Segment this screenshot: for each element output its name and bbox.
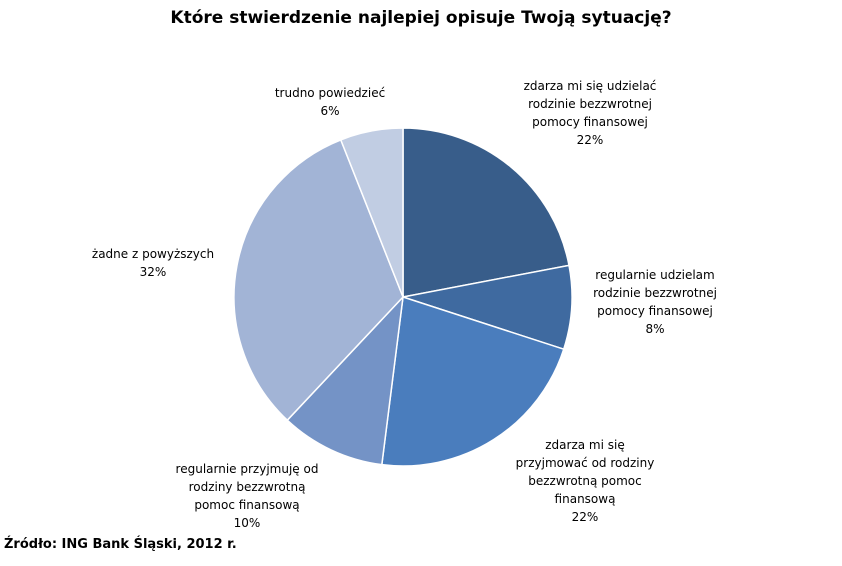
slice-category-label: zdarza mi się (545, 438, 624, 452)
slice-category-label: rodzinie bezzwrotnej (593, 286, 717, 300)
slice-category-label: zdarza mi się udzielać (524, 79, 657, 93)
slice-category-label: finansową (555, 492, 616, 506)
slice-label-5: żadne z powyższych 32% (92, 247, 214, 279)
slice-label-2: regularnie udzielam rodzinie bezzwrotnej p… (593, 268, 717, 336)
slice-value-label: 32% (140, 265, 167, 279)
source-note: Źródło: ING Bank Śląski, 2012 r. (4, 537, 237, 552)
slice-category-label: pomocy finansowej (532, 115, 648, 129)
pie-labels: zdarza mi się udzielać rodzinie bezzwrotn… (92, 79, 717, 530)
slice-value-label: 6% (320, 104, 339, 118)
slice-category-label: trudno powiedzieć (275, 86, 385, 100)
slice-category-label: bezzwrotną pomoc (528, 474, 642, 488)
slice-label-3: zdarza mi się przyjmować od rodziny bezzwr… (516, 438, 655, 524)
slice-value-label: 22% (577, 133, 604, 147)
pie-slice-3 (380, 296, 565, 467)
slice-category-label: regularnie przyjmuję od (176, 462, 319, 476)
slice-category-label: żadne z powyższych (92, 247, 214, 261)
slice-label-4: regularnie przyjmuję od rodziny bezzwrotn… (176, 462, 319, 530)
slice-category-label: przyjmować od rodziny (516, 456, 655, 470)
pie-slice-5 (233, 138, 404, 422)
slice-category-label: pomocy finansowej (597, 304, 713, 318)
chart-title: Które stwierdzenie najlepiej opisuje Two… (170, 8, 672, 28)
pie-slice-4 (286, 294, 405, 466)
slice-category-label: pomoc finansową (194, 498, 299, 512)
slice-value-label: 8% (645, 322, 664, 336)
slice-category-label: rodzinie bezzwrotnej (528, 97, 652, 111)
slice-label-1: zdarza mi się udzielać rodzinie bezzwrotn… (524, 79, 657, 147)
slice-value-label: 22% (572, 510, 599, 524)
pie-slices (233, 127, 573, 467)
slice-category-label: rodziny bezzwrotną (189, 480, 306, 494)
pie-slice-1 (402, 127, 570, 298)
slice-category-label: regularnie udzielam (595, 268, 714, 282)
slice-label-6: trudno powiedzieć 6% (275, 86, 385, 118)
slice-value-label: 10% (234, 516, 261, 530)
pie-slice-6 (339, 127, 404, 298)
